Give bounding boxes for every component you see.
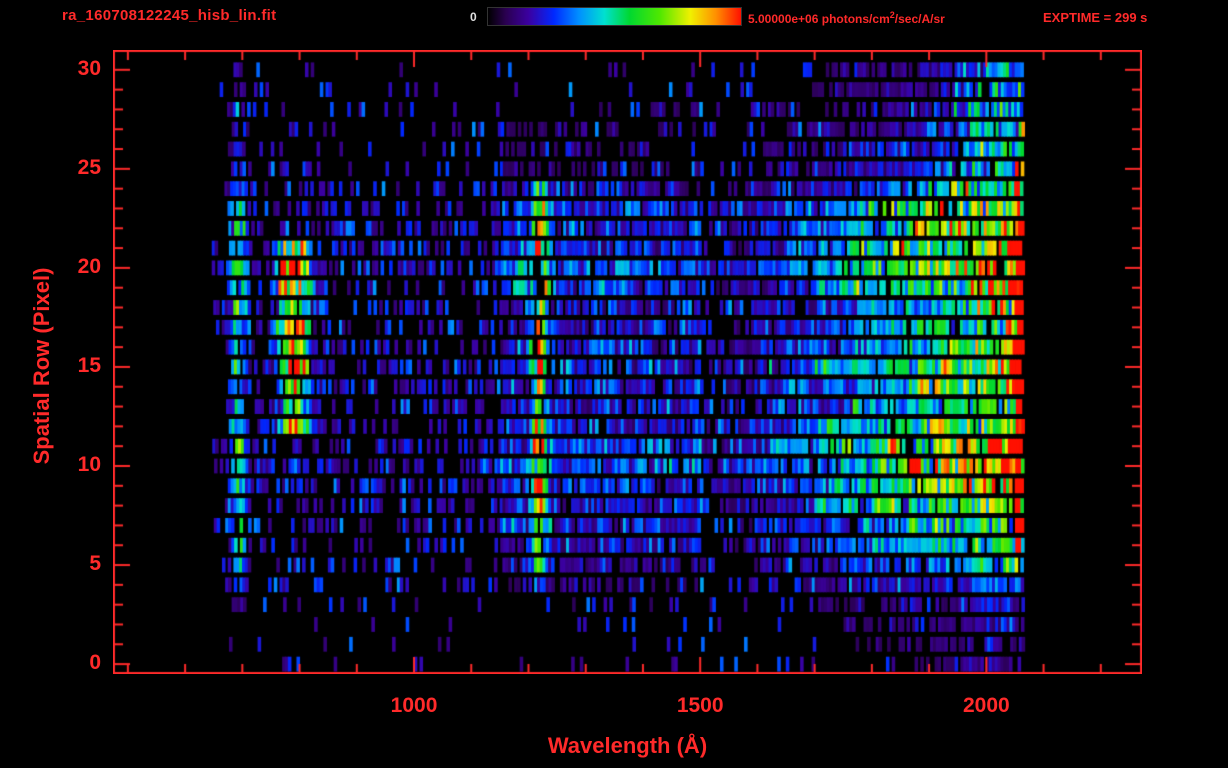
y-tick-label: 10: [77, 453, 101, 476]
colorbar: [487, 7, 742, 26]
y-tick-label: 15: [77, 353, 101, 377]
x-tick-label: 2000: [962, 694, 1010, 717]
filename-title: ra_160708122245_hisb_lin.fit: [62, 7, 277, 24]
y-tick-label: 20: [77, 254, 101, 278]
colorbar-max-label: 5.00000e+06 photons/cm2/sec/A/sr: [748, 10, 945, 26]
y-tick-label: 5: [89, 552, 101, 576]
x-tick-label: 1500: [676, 694, 724, 717]
colorbar-max-superscript: 2: [889, 10, 895, 20]
colorbar-min-label: 0: [470, 10, 477, 24]
y-tick-label: 25: [77, 155, 101, 179]
x-axis-title: Wavelength (Å): [547, 733, 708, 758]
exptime-label: EXPTIME = 299 s: [1043, 10, 1148, 25]
x-tick-label: 1000: [390, 694, 438, 717]
spectrogram-canvas: [113, 50, 1142, 674]
colorbar-max-units: /sec/A/sr: [894, 12, 945, 26]
y-tick-label: 0: [89, 651, 101, 675]
y-axis-title: Spatial Row (Pixel): [29, 267, 54, 465]
colorbar-max-value: 5.00000e+06 photons/cm: [748, 12, 890, 26]
y-tick-label: 30: [77, 56, 101, 80]
